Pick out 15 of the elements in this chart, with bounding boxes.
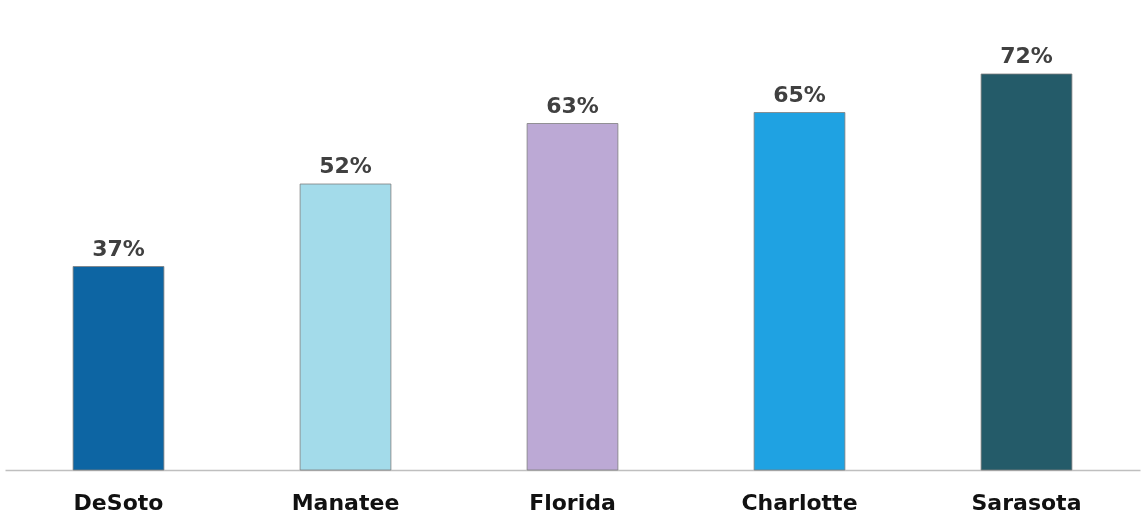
bar [753, 112, 846, 471]
bar [299, 183, 392, 471]
data-label: 52% [319, 153, 372, 178]
x-tick-label: DeSoto [73, 489, 164, 515]
bar [72, 266, 165, 471]
data-label: 37% [92, 235, 145, 261]
x-tick-label: Sarasota [971, 489, 1082, 515]
data-label: 72% [1000, 43, 1053, 68]
data-label: 65% [773, 81, 826, 107]
x-tick-label: Florida [529, 489, 616, 515]
data-label: 63% [546, 92, 599, 118]
bar [980, 73, 1073, 471]
x-tick-label: Charlotte [741, 489, 858, 515]
x-tick-label: Manatee [291, 489, 400, 515]
bar [526, 123, 619, 471]
